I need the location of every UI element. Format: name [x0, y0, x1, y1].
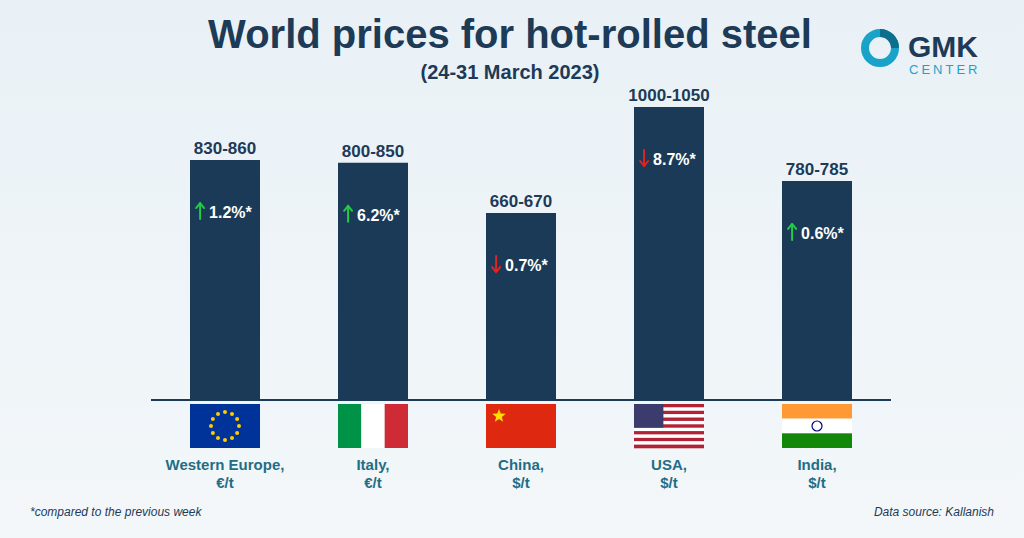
html-text:*compared to the previous week: *compared to the previous week	[30, 505, 202, 519]
svg-text:1.2%*: 1.2%*	[209, 204, 252, 221]
svg-text:India,$/t: India,$/t	[797, 456, 836, 491]
html-text:Data source: Kallanish: Data source: Kallanish	[873, 505, 994, 519]
svg-text:0.7%*: 0.7%*	[505, 257, 548, 274]
svg-text:USA,$/t: USA,$/t	[651, 456, 687, 491]
svg-text:830-860: 830-860	[194, 139, 256, 158]
svg-text:660-670: 660-670	[490, 192, 552, 211]
svg-text:800-850: 800-850	[342, 142, 404, 161]
html-text:World prices for hot-rolled st: World prices for hot-rolled steel	[208, 12, 812, 56]
svg-text:6.2%*: 6.2%*	[357, 207, 400, 224]
html-text:(24-31 March 2023): (24-31 March 2023)	[420, 61, 600, 83]
svg-text:Western Europe,€/t: Western Europe,€/t	[166, 456, 285, 491]
svg-text:CENTER: CENTER	[909, 62, 980, 77]
svg-text:0.6%*: 0.6%*	[801, 225, 844, 242]
svg-text:China,$/t: China,$/t	[498, 456, 544, 491]
svg-text:780-785: 780-785	[786, 160, 848, 179]
svg-text:8.7%*: 8.7%*	[653, 151, 696, 168]
svg-text:1000-1050: 1000-1050	[628, 86, 709, 105]
svg-text:Italy,€/t: Italy,€/t	[356, 456, 389, 491]
svg-text:GMK: GMK	[908, 30, 978, 63]
